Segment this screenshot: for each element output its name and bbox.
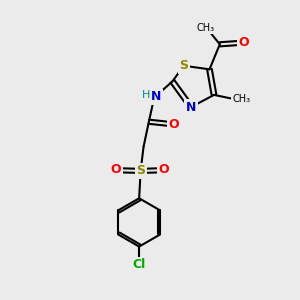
Text: S: S xyxy=(136,164,145,177)
Text: Cl: Cl xyxy=(133,258,146,271)
Text: O: O xyxy=(159,163,169,176)
Text: O: O xyxy=(169,118,179,130)
Text: O: O xyxy=(238,36,249,49)
Text: S: S xyxy=(179,59,188,72)
Text: O: O xyxy=(111,163,121,176)
Text: H: H xyxy=(142,90,150,100)
Text: CH₃: CH₃ xyxy=(197,22,215,32)
Text: CH₃: CH₃ xyxy=(232,94,250,104)
Text: N: N xyxy=(151,90,162,103)
Text: N: N xyxy=(186,100,196,114)
